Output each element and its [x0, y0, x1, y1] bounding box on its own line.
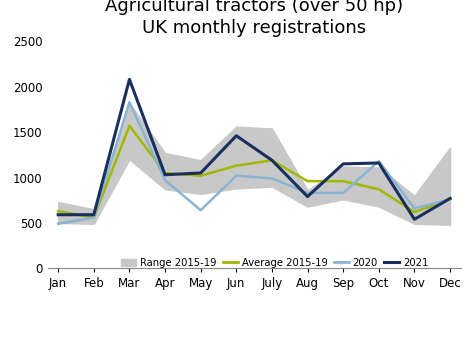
Title: Agricultural tractors (over 50 hp)
UK monthly registrations: Agricultural tractors (over 50 hp) UK mo…	[105, 0, 403, 37]
Legend: Range 2015-19, Average 2015-19, 2020, 2021: Range 2015-19, Average 2015-19, 2020, 20…	[121, 258, 428, 268]
